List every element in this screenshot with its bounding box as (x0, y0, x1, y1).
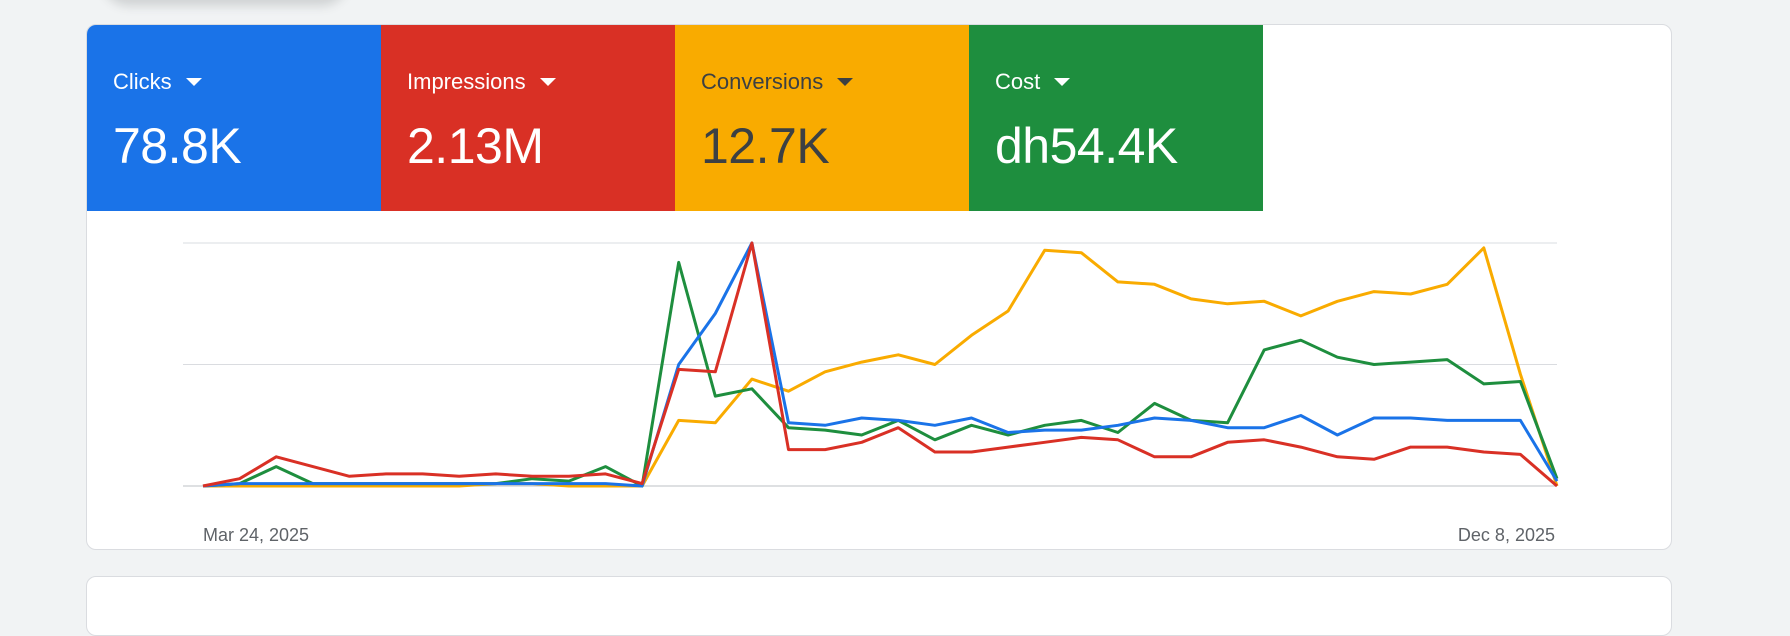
metric-label: Impressions (407, 69, 526, 94)
metric-value: dh54.4K (995, 118, 1178, 174)
metric-value: 12.7K (701, 118, 830, 174)
metric-tiles: Clicks 78.8K Impressions 2.13M Conversio… (87, 25, 1263, 211)
secondary-card (86, 576, 1672, 636)
dropdown-caret-icon[interactable] (837, 78, 854, 86)
metric-tile-conversions[interactable]: Conversions 12.7K (675, 25, 969, 211)
metric-tile-cost[interactable]: Cost dh54.4K (969, 25, 1263, 211)
metric-value: 2.13M (407, 118, 544, 174)
series-line-conversions (203, 246, 1559, 488)
metric-label: Cost (995, 69, 1041, 94)
dropdown-caret-icon[interactable] (185, 78, 202, 86)
series-line-clicks (202, 241, 1559, 488)
dropdown-caret-icon[interactable] (1054, 78, 1071, 86)
metric-header: Clicks (113, 69, 381, 95)
metric-tile-impressions[interactable]: Impressions 2.13M (381, 25, 675, 211)
metric-value: 78.8K (113, 118, 242, 174)
metric-label: Conversions (701, 69, 824, 94)
series-line-impressions (202, 241, 1558, 488)
dropdown-caret-icon[interactable] (539, 78, 556, 86)
x-axis-end-label: Dec 8, 2025 (1457, 525, 1555, 545)
metric-header: Conversions (701, 69, 969, 95)
metric-tile-clicks[interactable]: Clicks 78.8K (87, 25, 381, 211)
performance-card: Clicks 78.8K Impressions 2.13M Conversio… (86, 24, 1672, 550)
performance-line-chart (183, 241, 1559, 488)
metric-header: Cost (995, 69, 1263, 95)
metric-header: Impressions (407, 69, 675, 95)
x-axis-start-label: Mar 24, 2025 (203, 525, 310, 545)
metric-label: Clicks (113, 69, 172, 94)
